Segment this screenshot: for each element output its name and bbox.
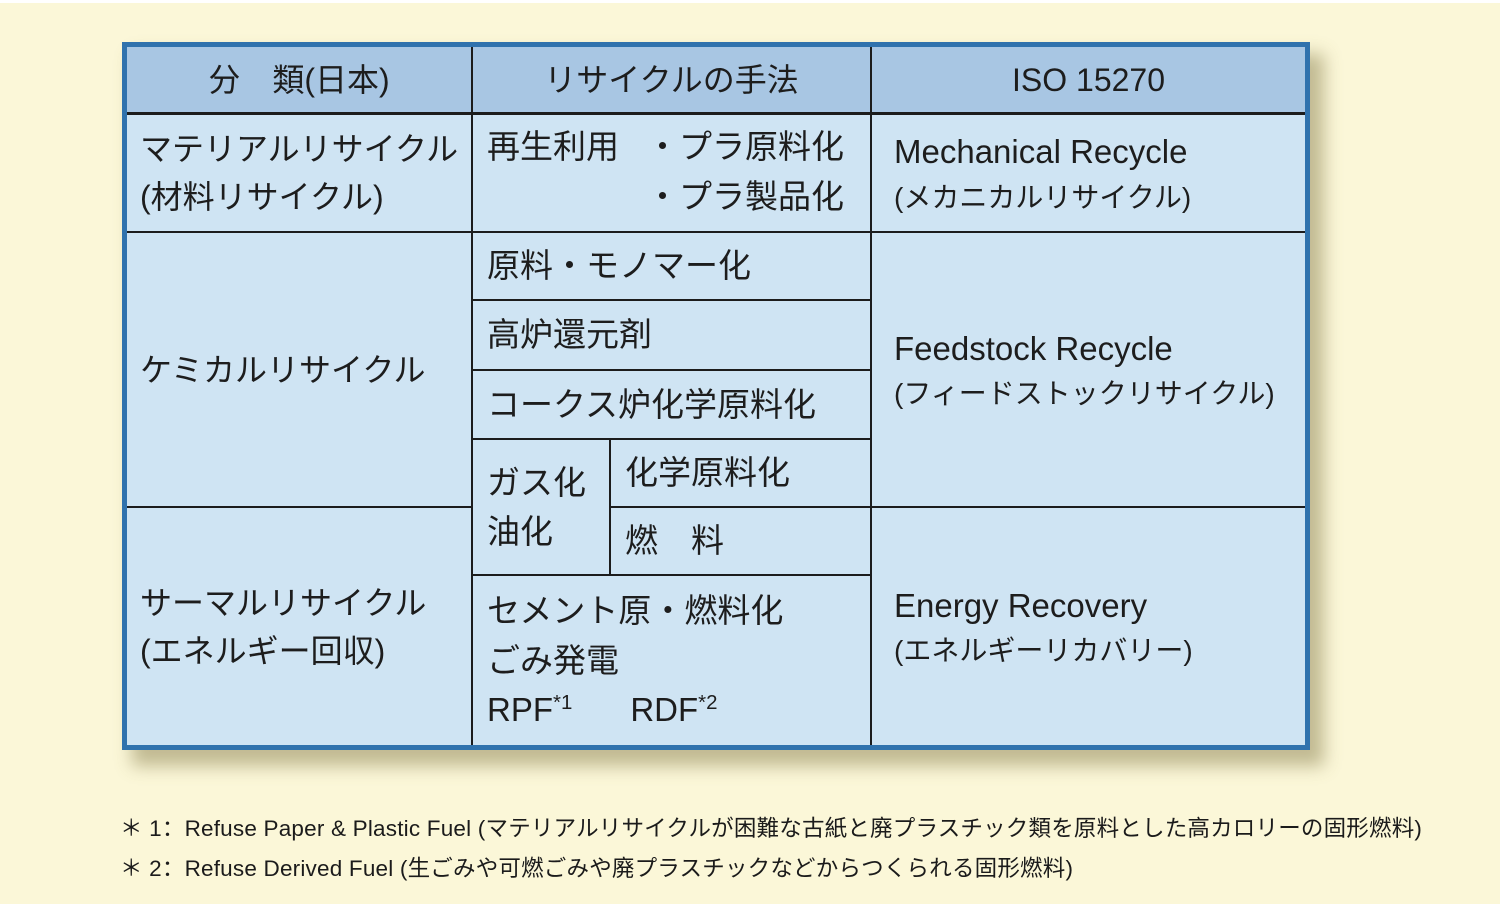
material-method-bullet1: ・プラ原料化 [646, 128, 844, 165]
thermal-method-line3: RPF*1 RDF*2 [487, 685, 870, 735]
cell-material-classification: マテリアルリサイクル (材料リサイクル) [127, 115, 471, 231]
recycle-classification-table: 分 類(日本) リサイクルの手法 ISO 15270 マテリアルリサイクル (材… [122, 42, 1310, 750]
cell-method-chemical-feedstock: 化学原料化 [611, 440, 870, 506]
material-method-bullet2: ・プラ製品化 [646, 177, 844, 215]
feedstock-iso-line1: Feedstock Recycle [894, 329, 1173, 367]
chemical-feedstock-label: 化学原料化 [625, 454, 790, 492]
rpf-footnote-marker: *1 [553, 691, 573, 715]
cell-chemical-classification: ケミカルリサイクル [127, 233, 471, 506]
material-classification-line2: (材料リサイクル) [140, 179, 384, 215]
cell-thermal-classification: サーマルリサイクル (エネルギー回収) [127, 508, 471, 745]
header-iso-label: ISO 15270 [1012, 61, 1165, 98]
cell-method-fuel: 燃 料 [611, 508, 870, 574]
thermal-method-line1: セメント原・燃料化 [487, 592, 784, 630]
cell-method-coke-oven: コークス炉化学原料化 [473, 371, 870, 438]
energy-iso-line2: (エネルギーリカバリー) [894, 635, 1193, 667]
cell-method-blast-furnace: 高炉還元剤 [473, 301, 870, 369]
header-method: リサイクルの手法 [473, 47, 870, 113]
thermal-classification-line2: (エネルギー回収) [140, 632, 386, 669]
rpf-label: RPF [487, 691, 553, 729]
material-method-prefix: 再生利用 [487, 128, 619, 165]
cell-material-method: 再生利用 ・プラ原料化 ・プラ製品化 [473, 115, 870, 231]
material-iso-line1: Mechanical Recycle [894, 133, 1188, 171]
feedstock-iso-line2: (フィードストックリサイクル) [894, 378, 1275, 410]
fuel-label: 燃 料 [625, 522, 724, 560]
thermal-method-line2: ごみ発電 [487, 641, 619, 679]
gasification-line2: 油化 [487, 513, 553, 550]
method-blast-furnace-label: 高炉還元剤 [487, 316, 652, 354]
footnote-2: ＊ 2：Refuse Derived Fuel (生ごみや可燃ごみや廃プラスチッ… [120, 856, 1074, 881]
cell-energy-iso: Energy Recovery (エネルギーリカバリー) [872, 508, 1305, 745]
method-coke-oven-label: コークス炉化学原料化 [487, 385, 817, 423]
energy-iso-line1: Energy Recovery [894, 586, 1148, 624]
thermal-classification-line1: サーマルリサイクル [140, 584, 427, 621]
rdf-footnote-marker: *2 [698, 691, 718, 715]
footnotes: ＊ 1：Refuse Paper & Plastic Fuel (マテリアルリサ… [120, 809, 1422, 889]
method-monomer-label: 原料・モノマー化 [487, 247, 751, 285]
material-classification-line1: マテリアルリサイクル [140, 131, 459, 167]
footnote-1: ＊ 1：Refuse Paper & Plastic Fuel (マテリアルリサ… [120, 816, 1423, 841]
cell-material-iso: Mechanical Recycle (メカニカルリサイクル) [872, 115, 1305, 231]
cell-method-monomer: 原料・モノマー化 [473, 233, 870, 299]
cell-feedstock-iso: Feedstock Recycle (フィードストックリサイクル) [872, 233, 1305, 506]
header-classification-label: 分 類(日本) [208, 61, 390, 98]
material-method-bullets: ・プラ原料化 ・プラ製品化 [646, 122, 844, 221]
cell-method-gasification: ガス化 油化 [473, 440, 609, 574]
material-iso-line2: (メカニカルリサイクル) [894, 181, 1192, 213]
header-classification: 分 類(日本) [127, 47, 471, 113]
chemical-classification-label: ケミカルリサイクル [140, 351, 426, 388]
gasification-line1: ガス化 [487, 463, 586, 501]
rdf-label: RDF [630, 691, 699, 729]
header-iso: ISO 15270 [872, 47, 1305, 113]
header-method-label: リサイクルの手法 [544, 61, 799, 98]
cell-thermal-method: セメント原・燃料化 ごみ発電 RPF*1 RDF*2 [473, 576, 870, 745]
